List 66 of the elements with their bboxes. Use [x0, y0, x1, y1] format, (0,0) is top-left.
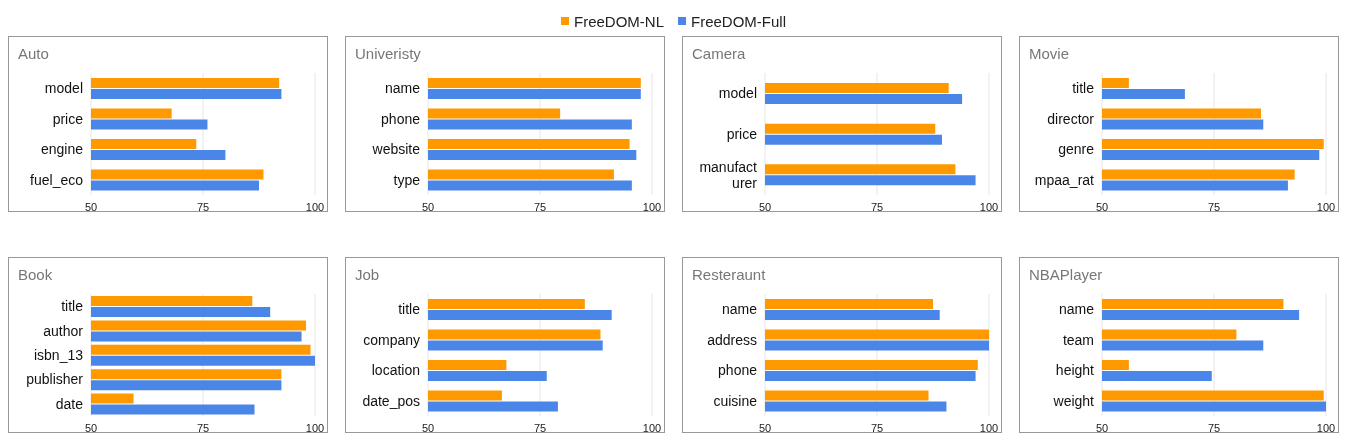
- y-tick-label: date_pos: [362, 392, 420, 409]
- y-tick-label: phone: [381, 110, 421, 127]
- y-tick-label: director: [1047, 110, 1095, 127]
- y-tick-label: team: [1062, 331, 1094, 348]
- y-tick-label: phone: [718, 362, 758, 379]
- y-tick-label: manufacturer: [699, 158, 758, 191]
- x-tick-label: 75: [533, 200, 547, 213]
- x-tick-label: 75: [1207, 200, 1221, 213]
- x-tick-label: 100: [305, 200, 325, 213]
- x-tick-label: 75: [870, 421, 884, 434]
- x-tick-label: 50: [84, 421, 98, 434]
- y-tick-label: publisher: [26, 371, 84, 388]
- y-tick-label: author: [43, 322, 84, 339]
- y-tick-label: model: [718, 85, 757, 102]
- x-tick-label: 50: [421, 200, 435, 213]
- x-tick-label: 100: [1316, 421, 1336, 434]
- x-tick-label: 75: [196, 200, 210, 213]
- chart-title: Resteraunt: [691, 265, 767, 285]
- y-tick-label: address: [707, 331, 757, 348]
- chart-title: Job: [354, 265, 381, 285]
- x-tick-label: 100: [305, 421, 325, 434]
- y-tick-label: cuisine: [713, 392, 758, 409]
- y-tick-label: mpaa_rat: [1034, 171, 1095, 188]
- y-tick-label: model: [44, 80, 83, 97]
- y-tick-label: name: [721, 301, 758, 318]
- y-tick-label: fuel_eco: [30, 171, 84, 188]
- y-tick-label: title: [398, 301, 421, 318]
- y-tick-label: price: [726, 126, 758, 142]
- chart-title: Book: [17, 265, 54, 285]
- x-tick-label: 75: [870, 200, 884, 213]
- y-tick-label: type: [393, 171, 421, 188]
- x-tick-label: 50: [1095, 421, 1109, 434]
- chart-title: Auto: [17, 44, 50, 64]
- x-tick-label: 75: [533, 421, 547, 434]
- chart-title: NBAPlayer: [1028, 265, 1104, 285]
- y-tick-label: price: [52, 110, 84, 127]
- y-tick-label: location: [371, 362, 420, 379]
- y-tick-label: isbn_13: [33, 347, 84, 363]
- x-tick-label: 75: [1207, 421, 1221, 434]
- x-tick-label: 75: [196, 421, 210, 434]
- chart-title: Camera: [691, 44, 747, 64]
- y-tick-label: name: [1058, 301, 1095, 318]
- x-tick-label: 100: [1316, 200, 1336, 213]
- y-tick-label: company: [363, 331, 420, 348]
- legend-label: FreeDOM-Full: [691, 12, 787, 30]
- x-tick-label: 50: [84, 200, 98, 213]
- chart-title: Univeristy: [354, 44, 422, 64]
- x-tick-label: 100: [979, 421, 999, 434]
- y-tick-label: engine: [40, 141, 84, 158]
- y-tick-label: date: [55, 395, 84, 412]
- x-tick-label: 100: [642, 200, 662, 213]
- legend-label: FreeDOM-NL: [573, 12, 664, 30]
- y-tick-label: title: [1072, 80, 1095, 97]
- x-tick-label: 100: [979, 200, 999, 213]
- y-tick-label: website: [371, 141, 421, 158]
- y-tick-label: height: [1055, 362, 1095, 379]
- x-tick-label: 100: [642, 421, 662, 434]
- y-tick-label: weight: [1052, 392, 1095, 409]
- x-tick-label: 50: [421, 421, 435, 434]
- y-tick-label: genre: [1058, 141, 1095, 158]
- y-tick-label: title: [61, 298, 84, 315]
- x-tick-label: 50: [1095, 200, 1109, 213]
- x-tick-label: 50: [758, 200, 772, 213]
- y-tick-label: name: [384, 80, 421, 97]
- chart-title: Movie: [1028, 44, 1070, 64]
- x-tick-label: 50: [758, 421, 772, 434]
